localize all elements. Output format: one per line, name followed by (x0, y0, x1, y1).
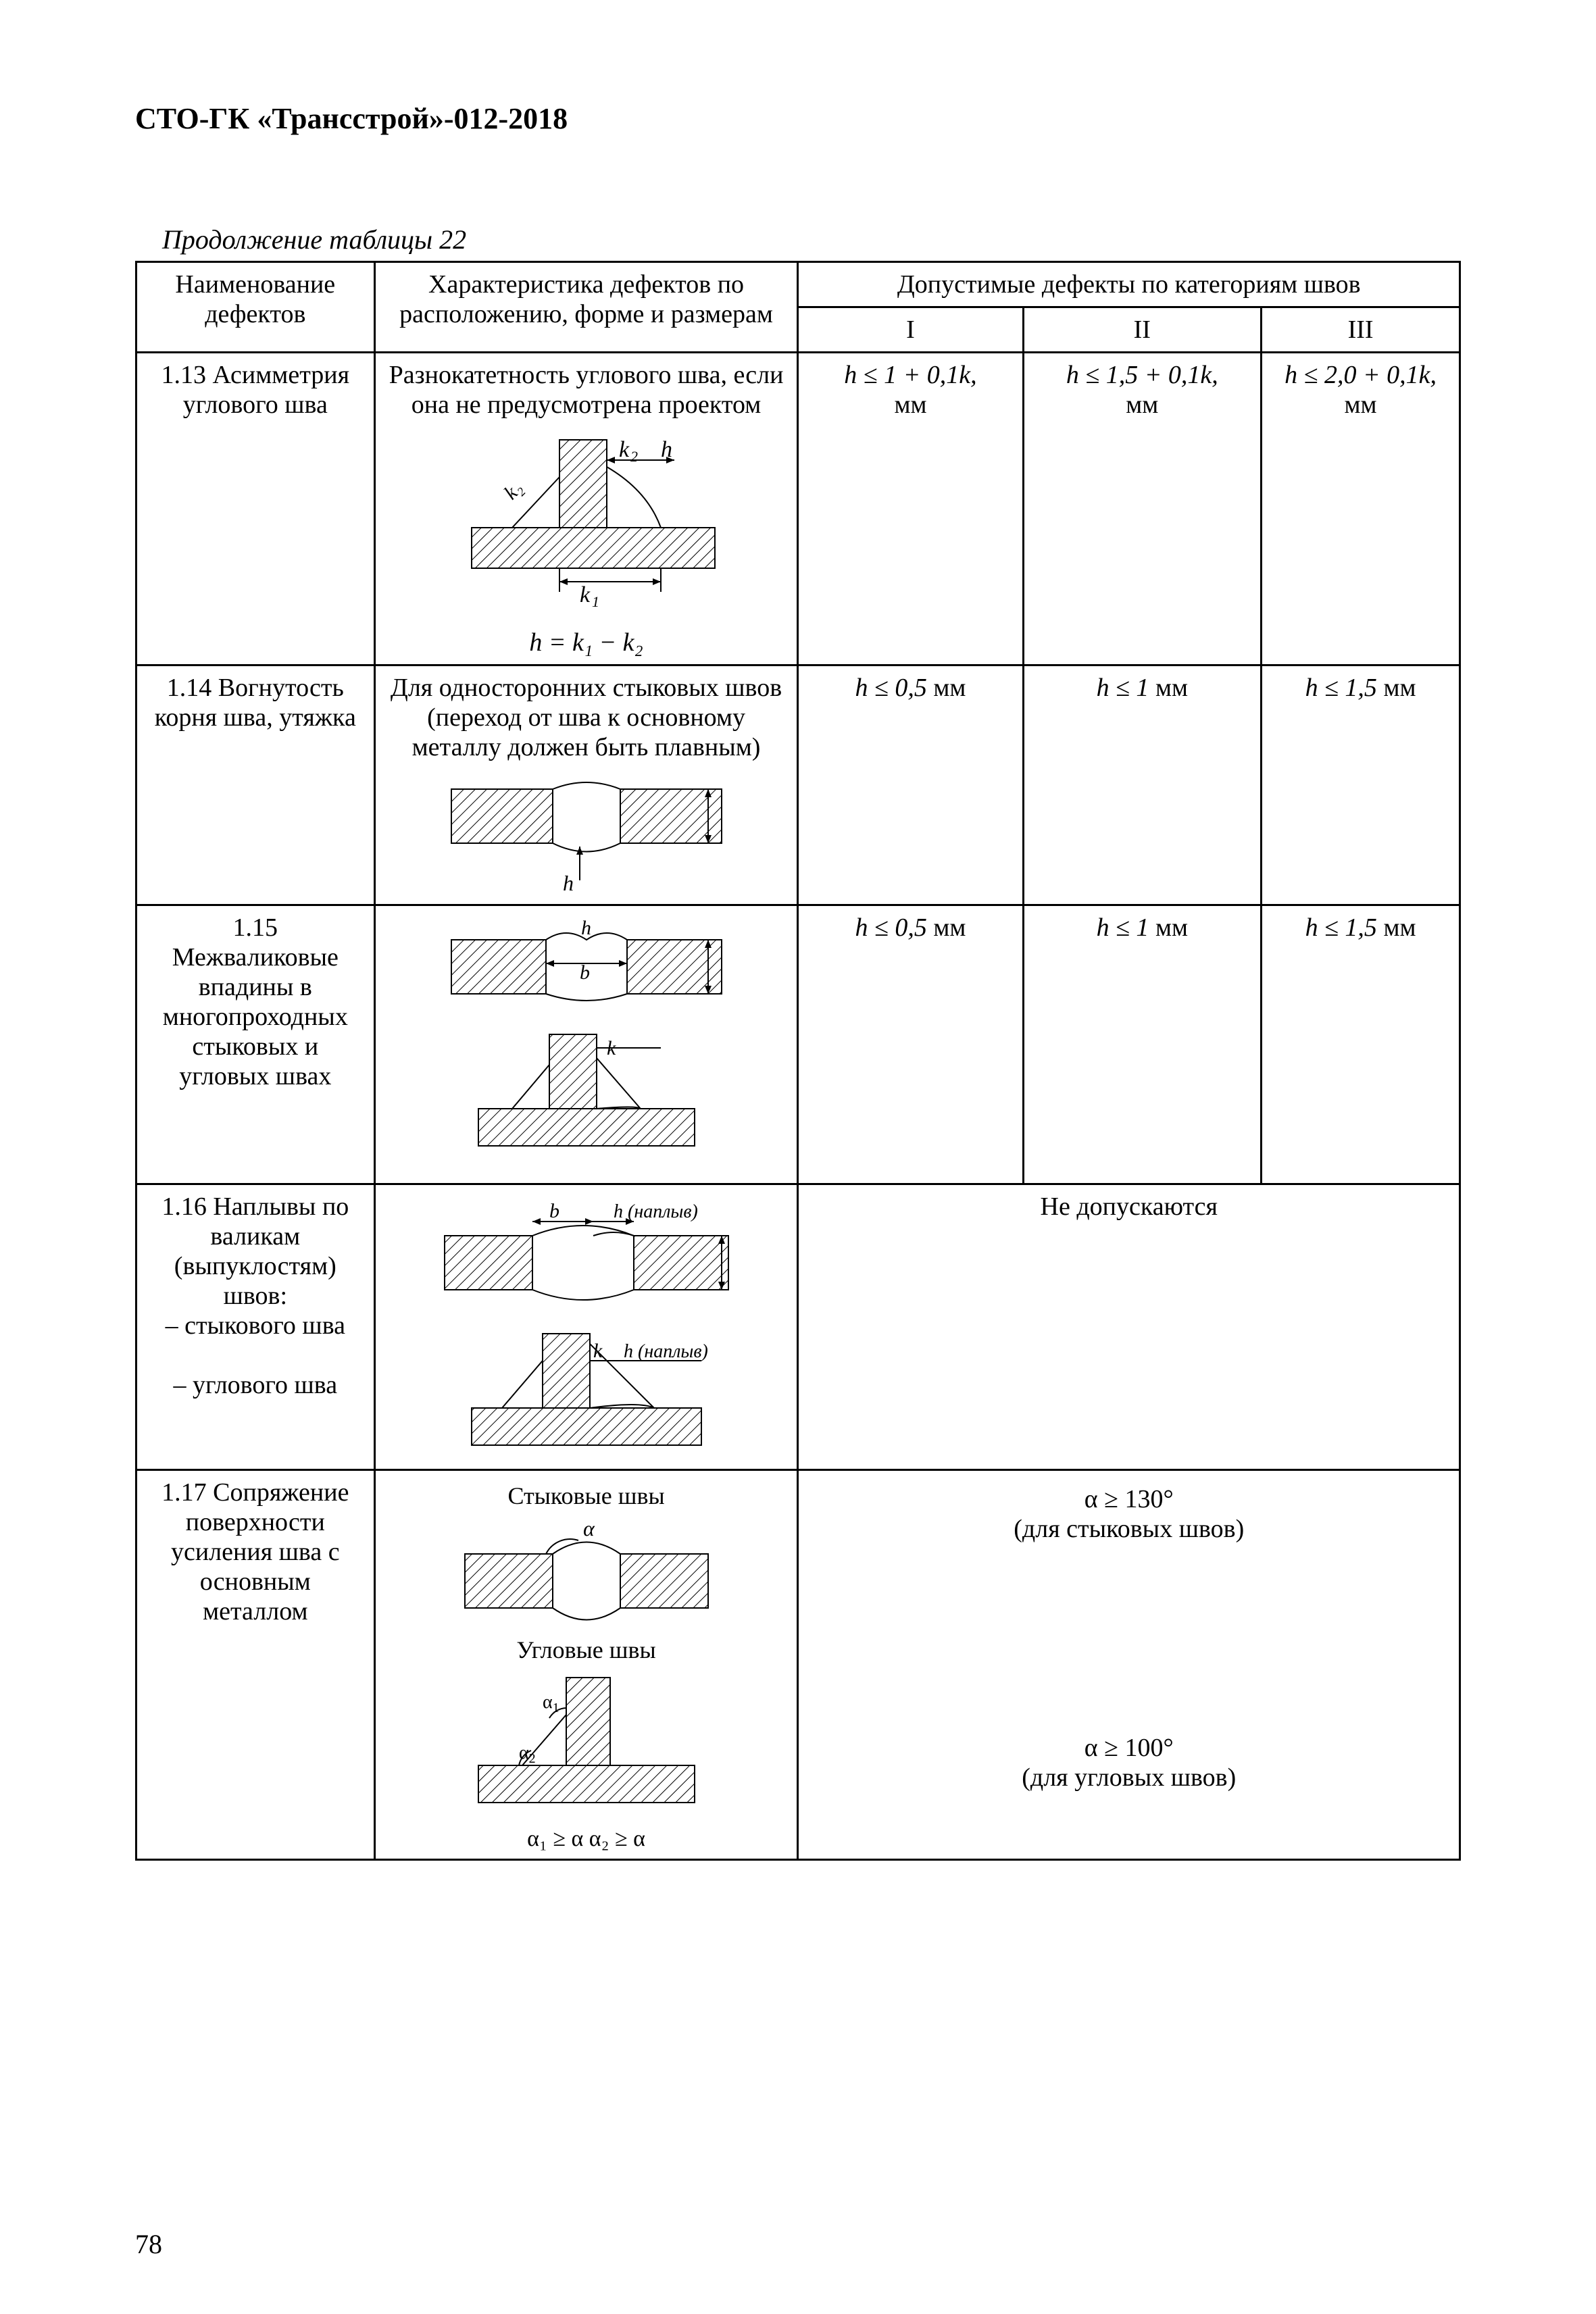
svg-text:α: α (583, 1517, 595, 1540)
diagram-fillet-angle-icon: α1 α2 (451, 1671, 722, 1826)
diagram-overlap-icon: b h (наплыв) (431, 1199, 742, 1462)
page: СТО-ГК «Трансстрой»-012-2018 Продолжение… (0, 0, 1596, 2314)
sub-butt-label: Стыковые швы (385, 1482, 788, 1510)
defect-name: 1.15 Межваликовые впадины в многопроходн… (136, 905, 375, 1184)
defect-characteristic: b h (наплыв) (374, 1184, 798, 1470)
diagram-interbead-valley-icon: h b k (438, 920, 735, 1176)
svg-text:2: 2 (630, 448, 638, 465)
table-caption: Продолжение таблицы 22 (135, 224, 1461, 255)
char-formula: h = k₁ − k₂ (385, 628, 788, 657)
value-cat1: h ≤ 0,5 мм (798, 665, 1023, 905)
value-merged: α ≥ 130° (для стыковых швов) α ≥ 100° (д… (798, 1470, 1460, 1860)
svg-text:k₂: k₂ (499, 477, 526, 504)
value-cat2: h ≤ 1 мм (1023, 665, 1262, 905)
value-cat2: h ≤ 1,5 + 0,1k,мм (1023, 353, 1262, 665)
merged-bot: α ≥ 100° (для угловых швов) (808, 1733, 1449, 1792)
svg-text:h: h (563, 871, 574, 895)
svg-text:h: h (581, 920, 591, 939)
defect-characteristic: Разнокатетность углового шва, если она н… (374, 353, 798, 665)
table-row: 1.17 Сопряжение поверхности усиления шва… (136, 1470, 1460, 1860)
value-merged: Не допускаются (798, 1184, 1460, 1470)
svg-text:α1: α1 (543, 1692, 559, 1715)
diagram-asymmetry-icon: k2 h k₂ k1 (445, 426, 728, 622)
alpha-condition: α₁ ≥ α α₂ ≥ α (385, 1826, 788, 1852)
value-cat3: h ≤ 1,5 мм (1262, 905, 1460, 1184)
defect-characteristic: h b k (374, 905, 798, 1184)
sub-fillet-label: Угловые швы (385, 1636, 788, 1664)
svg-text:k: k (593, 1340, 603, 1362)
defect-name: 1.13 Асимметрия углового шва (136, 353, 375, 665)
table-row: 1.13 Асимметрия углового шва Разнокатетн… (136, 353, 1460, 665)
header-cat1: I (798, 307, 1023, 353)
svg-text:k: k (619, 437, 630, 462)
char-text: Для односторонних стыковых швов (переход… (385, 673, 788, 762)
table-row: 1.15 Межваликовые впадины в многопроходн… (136, 905, 1460, 1184)
merged-top: α ≥ 130° (для стыковых швов) (808, 1484, 1449, 1544)
char-text: Разнокатетность углового шва, если она н… (385, 360, 788, 420)
value-cat1: h ≤ 0,5 мм (798, 905, 1023, 1184)
defect-characteristic: Для односторонних стыковых швов (переход… (374, 665, 798, 905)
header-cat2: II (1023, 307, 1262, 353)
value-cat2: h ≤ 1 мм (1023, 905, 1262, 1184)
value-cat1: h ≤ 1 + 0,1k,мм (798, 353, 1023, 665)
page-number: 78 (135, 2228, 162, 2260)
header-characteristic: Характеристика дефектов по расположению,… (374, 262, 798, 353)
header-allowable: Допустимые дефекты по категориям швов (798, 262, 1460, 307)
table-row: 1.16 Наплывы по валикам (выпуклостям) шв… (136, 1184, 1460, 1470)
svg-text:α2: α2 (519, 1742, 536, 1766)
defect-name: 1.16 Наплывы по валикам (выпуклостям) шв… (136, 1184, 375, 1470)
header-cat3: III (1262, 307, 1460, 353)
svg-text:b: b (549, 1200, 559, 1222)
table-header-row-1: Наименование дефектов Характеристика деф… (136, 262, 1460, 307)
svg-text:k: k (580, 582, 591, 607)
defect-characteristic: Стыковые швы α Угловые швы (374, 1470, 798, 1860)
document-header: СТО-ГК «Трансстрой»-012-2018 (135, 101, 1461, 136)
svg-text:h (наплыв): h (наплыв) (624, 1341, 708, 1362)
table-row: 1.14 Вогнутость корня шва, утяжка Для од… (136, 665, 1460, 905)
diagram-root-concavity-icon: h (438, 769, 735, 897)
diagram-butt-angle-icon: α (451, 1517, 722, 1632)
defect-name: 1.14 Вогнутость корня шва, утяжка (136, 665, 375, 905)
value-cat3: h ≤ 1,5 мм (1262, 665, 1460, 905)
defect-name: 1.17 Сопряжение поверхности усиления шва… (136, 1470, 375, 1860)
svg-text:b: b (580, 961, 590, 984)
svg-text:1: 1 (592, 593, 599, 610)
header-name: Наименование дефектов (136, 262, 375, 353)
defects-table: Наименование дефектов Характеристика деф… (135, 261, 1461, 1861)
value-cat3: h ≤ 2,0 + 0,1k,мм (1262, 353, 1460, 665)
